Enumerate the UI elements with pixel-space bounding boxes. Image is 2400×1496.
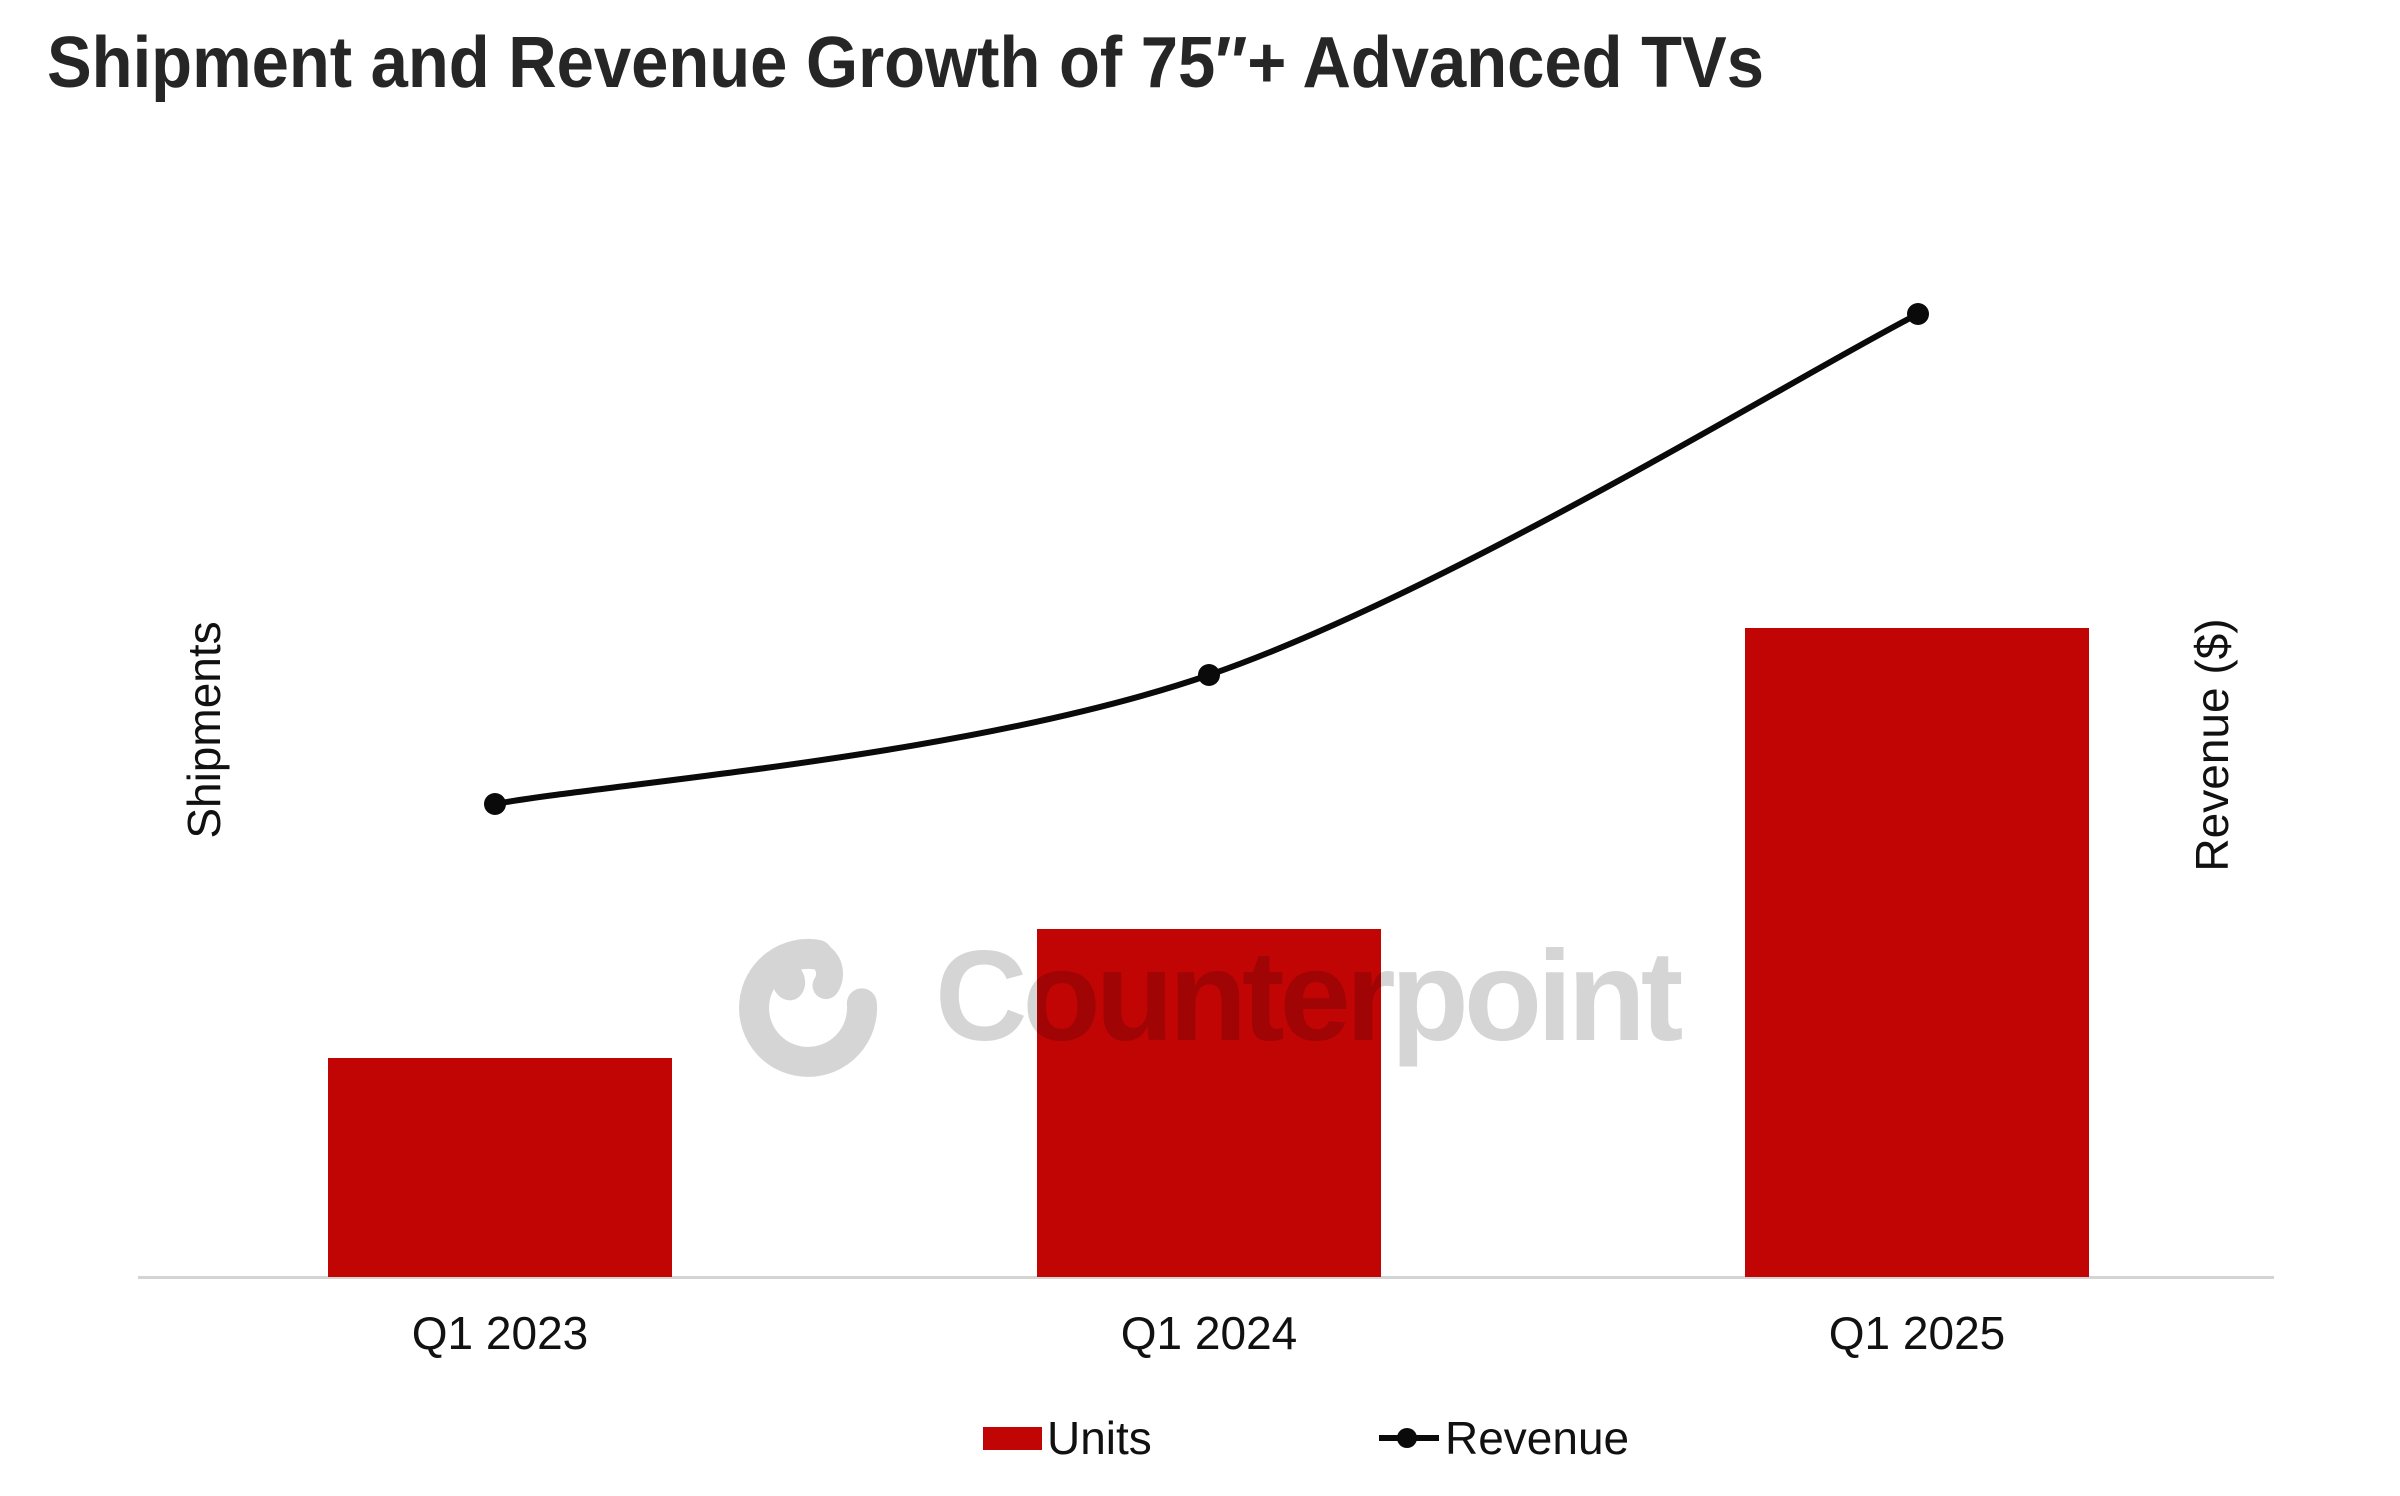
x-axis-line xyxy=(138,1276,2274,1279)
revenue-point-q1-2025 xyxy=(1907,303,1929,325)
units-bar-q1-2024 xyxy=(1037,929,1381,1277)
revenue-point-q1-2023 xyxy=(484,793,506,815)
x-label-q1-2024: Q1 2024 xyxy=(1120,1307,1298,1359)
units-bar-q1-2023 xyxy=(328,1058,672,1277)
x-label-q1-2023: Q1 2023 xyxy=(411,1307,589,1359)
chart-title: Shipment and Revenue Growth of 75″+ Adva… xyxy=(47,23,1764,103)
legend-item-units: Units xyxy=(983,1414,1152,1462)
revenue-legend-label: Revenue xyxy=(1445,1412,1630,1464)
revenue-line xyxy=(494,311,1920,807)
revenue-marker-icon xyxy=(1379,1428,1439,1448)
units-bar-q1-2025 xyxy=(1745,628,2089,1277)
legend-item-revenue: Revenue xyxy=(1378,1414,1629,1462)
units-legend-label: Units xyxy=(1047,1412,1152,1464)
x-label-q1-2025: Q1 2025 xyxy=(1828,1307,2006,1359)
revenue-point-q1-2024 xyxy=(1198,664,1220,686)
units-swatch-icon xyxy=(983,1426,1042,1450)
legend: Units Revenue xyxy=(0,1414,2400,1466)
